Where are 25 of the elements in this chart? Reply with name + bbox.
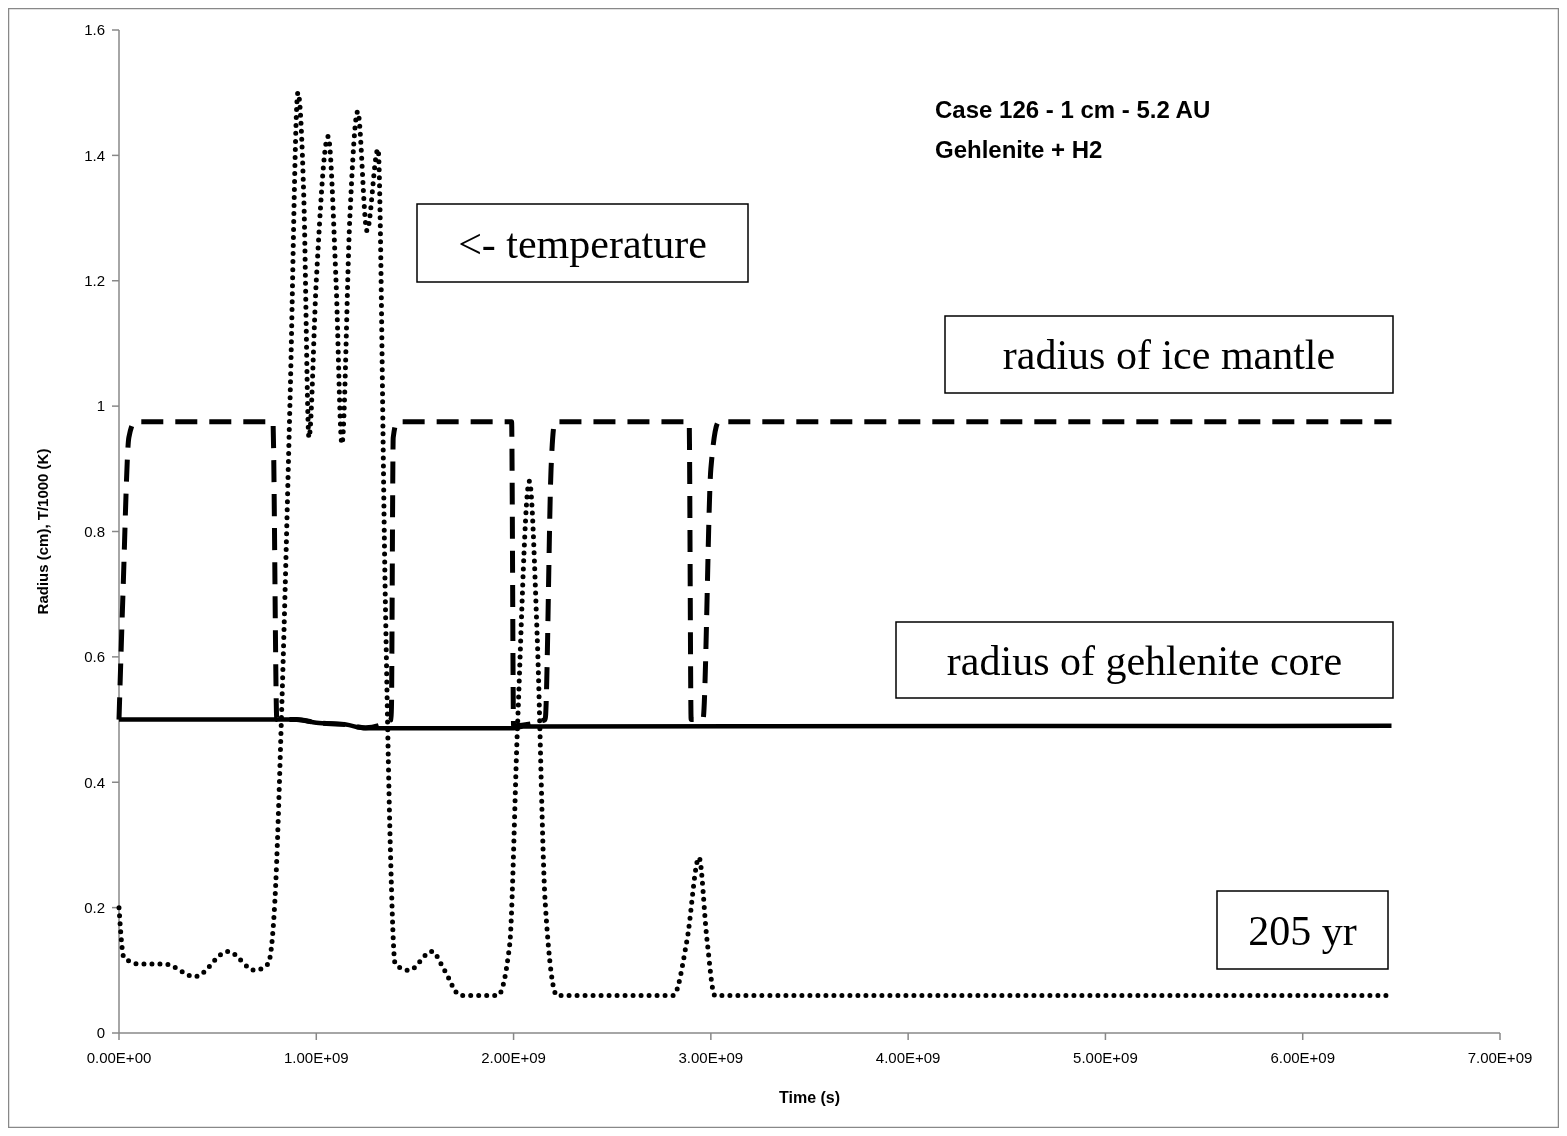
annotation: <- temperature [458, 220, 707, 267]
y-tick-label: 0.6 [84, 648, 105, 666]
x-tick-label: 7.00E+09 [1467, 1049, 1533, 1066]
x-axis-title: Time (s) [778, 1089, 841, 1106]
annotation: radius of gehlenite core [946, 637, 1343, 684]
y-tick-label: 1 [96, 397, 105, 415]
text: Gehlenite + H2 [935, 136, 1103, 163]
y-tick-label: 0.4 [84, 773, 105, 791]
y-tick-label: 0.8 [84, 522, 105, 540]
x-tick-label: 1.00E+09 [283, 1049, 349, 1066]
x-tick-label: 3.00E+09 [678, 1049, 744, 1066]
y-tick-label: 0 [96, 1024, 105, 1042]
annotation: 205 yr [1248, 907, 1357, 954]
annotation: radius of ice mantle [1002, 332, 1336, 379]
x-tick-label: 5.00E+09 [1073, 1049, 1138, 1066]
y-tick-label: 1.6 [84, 21, 105, 39]
y-tick-label: 1.2 [84, 272, 105, 289]
text: Case 126 - 1 cm - 5.2 AU [935, 96, 1211, 123]
y-axis-title: Radius (cm), T/1000 (K) [34, 448, 51, 615]
y-tick-label: 1.4 [84, 146, 105, 164]
x-tick-label: 0.00E+00 [86, 1049, 152, 1066]
x-tick-label: 4.00E+09 [875, 1049, 941, 1066]
x-tick-label: 2.00E+09 [481, 1049, 546, 1066]
y-tick-label: 0.2 [84, 898, 105, 916]
x-tick-label: 6.00E+09 [1270, 1049, 1336, 1066]
